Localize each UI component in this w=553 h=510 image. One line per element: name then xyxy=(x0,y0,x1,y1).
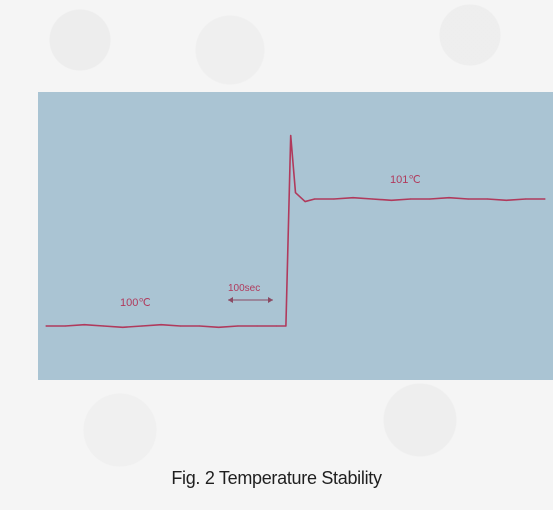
temperature-data-point xyxy=(390,199,393,201)
temperature-data-point xyxy=(448,197,450,199)
temperature-data-point xyxy=(314,198,316,200)
temperature-data-point xyxy=(102,325,105,327)
temperature-series-line xyxy=(46,134,545,329)
temperature-data-point xyxy=(352,197,354,199)
temperature-data-point xyxy=(467,198,469,200)
temperature-data-point xyxy=(285,325,287,327)
figure-caption: Fig. 2 Temperature Stability xyxy=(171,468,382,488)
temperature-data-point xyxy=(410,198,412,200)
temperature-data-point xyxy=(179,325,181,327)
temperature-data-point xyxy=(371,198,373,200)
temperature-data-point xyxy=(275,325,277,327)
temperature-data-point xyxy=(122,326,124,328)
temperature-data-point xyxy=(256,325,258,327)
temperature-data-point xyxy=(544,198,546,200)
temperature-data-point xyxy=(486,198,489,200)
plot-layer xyxy=(45,134,546,329)
temperature-data-point xyxy=(198,325,201,327)
temperature-data-point xyxy=(160,324,162,326)
temperature-data-point xyxy=(237,325,239,327)
scale-bar-label: 100sec xyxy=(228,283,260,294)
temperature-data-point xyxy=(141,325,143,327)
temperature-data-point xyxy=(83,324,85,326)
temperature-data-point xyxy=(429,198,431,200)
temperature-data-point xyxy=(294,192,297,194)
scale-bar xyxy=(228,297,273,303)
temperature-data-point xyxy=(333,198,335,200)
scale-bar-right-arrow xyxy=(268,297,273,303)
temperature-data-point xyxy=(525,198,527,200)
low-temperature-label: 100℃ xyxy=(120,297,151,309)
scale-bar-left-arrow xyxy=(228,297,233,303)
temperature-stability-chart: 100℃ 101℃ 100sec xyxy=(38,92,553,380)
high-temperature-label: 101℃ xyxy=(390,174,421,186)
chart-container: 100℃ 101℃ 100sec xyxy=(38,92,553,380)
temperature-data-point xyxy=(218,326,220,328)
temperature-data-point xyxy=(290,134,292,137)
temperature-data-point xyxy=(45,325,47,327)
temperature-data-point xyxy=(64,325,66,327)
temperature-data-point xyxy=(304,200,306,203)
chart-background xyxy=(38,92,553,380)
temperature-data-point xyxy=(506,199,508,201)
